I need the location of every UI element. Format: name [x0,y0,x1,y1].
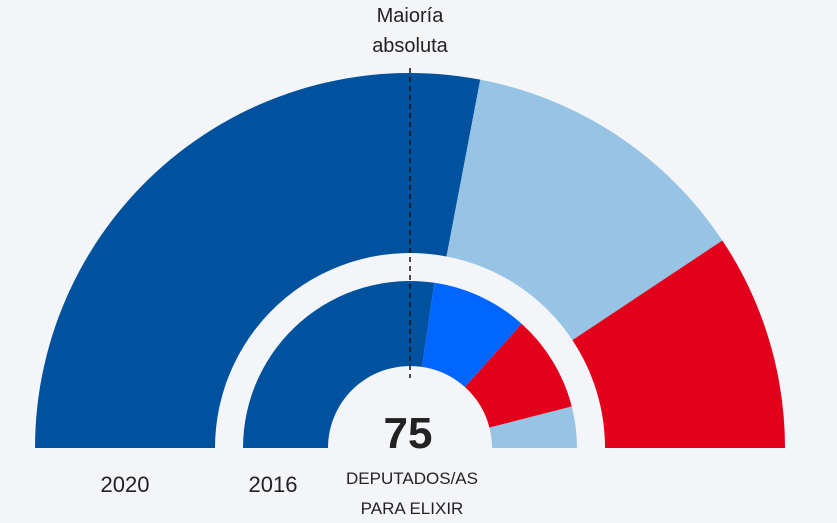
majority-label-line1: Maioría [377,5,445,27]
seat-arc-2020-2 [572,240,785,448]
seat-arc-2016-2 [464,323,572,428]
seat-arc-2016-3 [489,406,577,448]
seat-arc-2016-1 [421,282,522,388]
center-label-line2: PARA ELIXIR [361,499,464,518]
ring-label-2016: 2016 [249,472,298,497]
majority-label-line2: absoluta [372,35,448,57]
ring-label-2020: 2020 [101,472,150,497]
seat-arc-2016-0 [243,281,435,448]
center-label-line1: DEPUTADOS/AS [346,469,478,488]
seat-arc-2020-0 [35,72,481,449]
seat-arc-2020-1 [446,79,723,341]
seat-arcs [35,72,785,449]
total-seats-value: 75 [384,409,433,458]
